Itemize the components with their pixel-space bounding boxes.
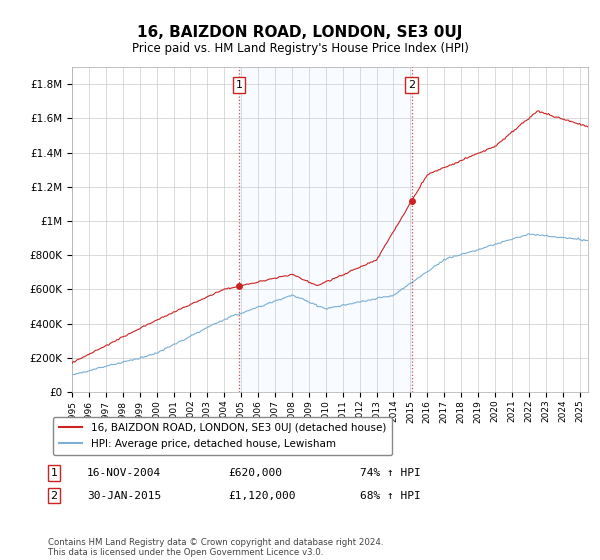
Text: 1: 1 bbox=[236, 80, 242, 90]
Text: £1,120,000: £1,120,000 bbox=[228, 491, 296, 501]
Text: 2: 2 bbox=[408, 80, 415, 90]
Text: 30-JAN-2015: 30-JAN-2015 bbox=[87, 491, 161, 501]
Text: 74% ↑ HPI: 74% ↑ HPI bbox=[360, 468, 421, 478]
Bar bbox=[239, 67, 412, 392]
Text: 16-NOV-2004: 16-NOV-2004 bbox=[87, 468, 161, 478]
Text: 2: 2 bbox=[50, 491, 58, 501]
Text: 1: 1 bbox=[50, 468, 58, 478]
Text: 16, BAIZDON ROAD, LONDON, SE3 0UJ: 16, BAIZDON ROAD, LONDON, SE3 0UJ bbox=[137, 25, 463, 40]
Text: 68% ↑ HPI: 68% ↑ HPI bbox=[360, 491, 421, 501]
Legend: 16, BAIZDON ROAD, LONDON, SE3 0UJ (detached house), HPI: Average price, detached: 16, BAIZDON ROAD, LONDON, SE3 0UJ (detac… bbox=[53, 417, 392, 455]
Text: £620,000: £620,000 bbox=[228, 468, 282, 478]
Text: Price paid vs. HM Land Registry's House Price Index (HPI): Price paid vs. HM Land Registry's House … bbox=[131, 42, 469, 55]
Text: Contains HM Land Registry data © Crown copyright and database right 2024.
This d: Contains HM Land Registry data © Crown c… bbox=[48, 538, 383, 557]
